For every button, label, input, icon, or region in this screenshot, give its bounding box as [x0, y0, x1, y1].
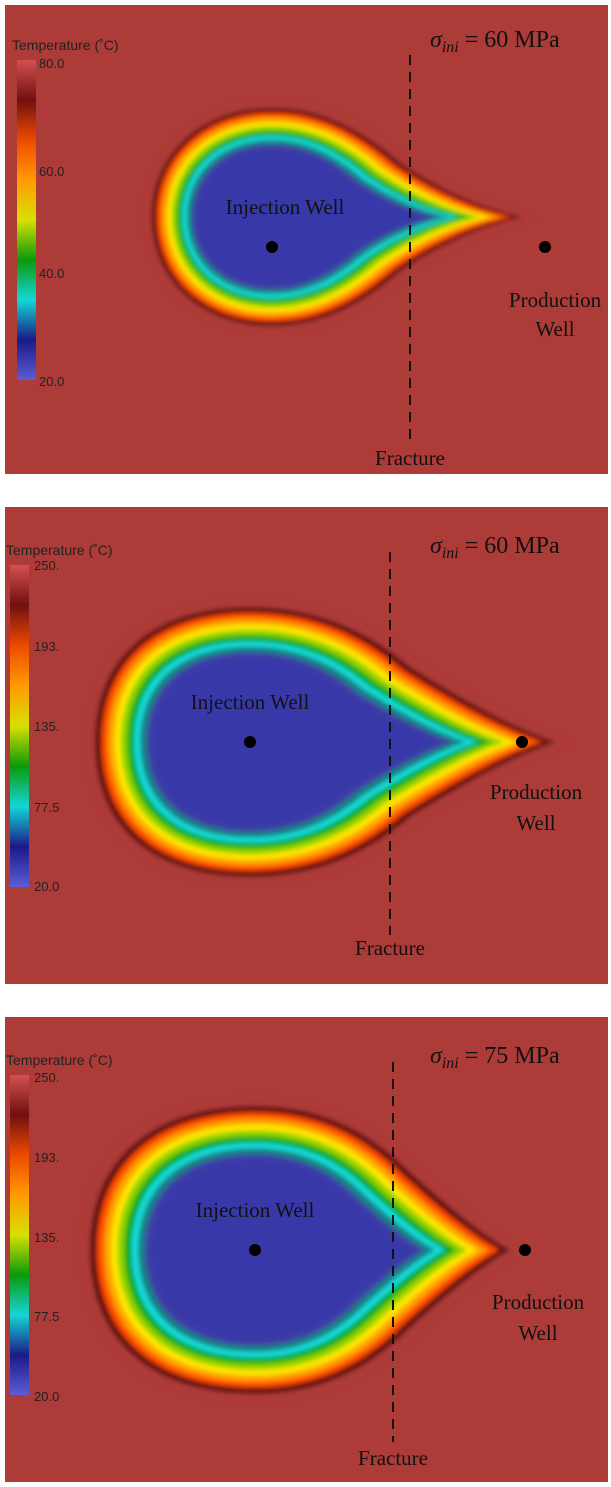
production-well-label-line1: Production: [509, 288, 602, 312]
colorbar-max-label: 80.0: [39, 56, 64, 71]
stress-label: σini = 60 MPa: [430, 533, 560, 562]
stress-value: = 60 MPa: [459, 27, 560, 53]
production-well-marker: [519, 1244, 531, 1256]
sigma-subscript: ini: [442, 39, 459, 56]
colorbar: [10, 1075, 29, 1395]
injection-well-marker: [266, 241, 278, 253]
production-well-marker: [539, 241, 551, 253]
temperature-contour-band: [197, 149, 429, 285]
panel-2: Temperature (˚C) 250. 193. 135. 77.5 20.…: [5, 507, 608, 984]
panel-1: Temperature (˚C) 80.0 60.0 40.0 20.0 σin…: [5, 5, 608, 474]
colorbar-max-label: 250.: [34, 558, 59, 573]
colorbar-title: Temperature (˚C): [12, 37, 119, 53]
colorbar: [10, 565, 29, 887]
sigma-subscript: ini: [442, 1055, 459, 1072]
production-well-label-line2: Well: [535, 317, 574, 341]
injection-well-marker: [249, 1244, 261, 1256]
colorbar-tick: 77.5: [34, 800, 59, 815]
colorbar-tick: 20.0: [34, 879, 59, 894]
colorbar-tick: 135.: [34, 1230, 59, 1245]
production-well-marker: [516, 736, 528, 748]
temperature-plume: [83, 1100, 521, 1400]
colorbar-title: Temperature (˚C): [6, 542, 113, 558]
stress-value: = 60 MPa: [459, 533, 560, 559]
colorbar-tick: 135.: [34, 719, 59, 734]
production-well-label-line2: Well: [518, 1321, 557, 1345]
stress-label: σini = 75 MPa: [430, 1043, 560, 1072]
sigma-subscript: ini: [442, 545, 459, 562]
sigma-symbol: σ: [430, 1043, 443, 1069]
sigma-symbol: σ: [430, 533, 443, 559]
fracture-label: Fracture: [375, 446, 445, 470]
colorbar: [17, 60, 36, 380]
injection-well-label: Injection Well: [196, 1198, 315, 1222]
colorbar-max-label: 250.: [34, 1070, 59, 1085]
temperature-plume: [88, 601, 569, 883]
colorbar-tick: 40.0: [39, 266, 64, 281]
colorbar-tick: 20.0: [34, 1389, 59, 1404]
stress-value: = 75 MPa: [459, 1043, 560, 1069]
production-well-label-line1: Production: [490, 780, 583, 804]
injection-well-label: Injection Well: [191, 690, 310, 714]
fracture-label: Fracture: [358, 1446, 428, 1470]
temperature-contour-band: [153, 658, 441, 826]
injection-well-marker: [244, 736, 256, 748]
fracture-label: Fracture: [355, 936, 425, 960]
temperature-plume: [146, 103, 533, 331]
production-well-label-line1: Production: [492, 1290, 585, 1314]
colorbar-tick: 77.5: [34, 1309, 59, 1324]
production-well-label-line2: Well: [516, 811, 555, 835]
colorbar-tick: 60.0: [39, 164, 64, 179]
colorbar-title: Temperature (˚C): [6, 1052, 113, 1068]
injection-well-label: Injection Well: [226, 195, 345, 219]
temperature-contour-band: [152, 1160, 414, 1340]
panel-3: Temperature (˚C) 250. 193. 135. 77.5 20.…: [5, 1017, 608, 1482]
stress-label: σini = 60 MPa: [430, 27, 560, 56]
colorbar-tick: 193.: [34, 639, 59, 654]
sigma-symbol: σ: [430, 27, 443, 53]
colorbar-tick: 20.0: [39, 374, 64, 389]
colorbar-tick: 193.: [34, 1150, 59, 1165]
